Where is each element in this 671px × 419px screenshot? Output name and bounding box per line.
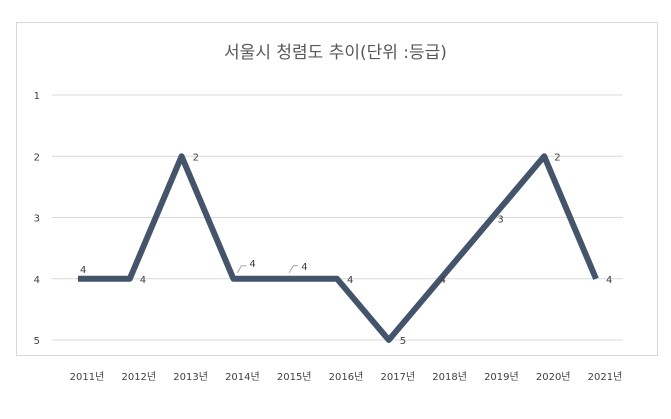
y-tick-label: 3 xyxy=(34,214,40,225)
data-label: 4 xyxy=(606,275,612,286)
data-label: 4 xyxy=(301,262,307,273)
data-point xyxy=(543,155,545,157)
x-tick-label: 2018년 xyxy=(432,371,467,383)
x-tick-label: 2016년 xyxy=(329,371,364,383)
leader-line xyxy=(236,265,247,273)
data-label: 3 xyxy=(497,215,503,226)
x-tick-label: 2011년 xyxy=(70,371,105,383)
data-label: 2 xyxy=(193,152,199,163)
data-label: 4 xyxy=(140,275,146,286)
data-label: 5 xyxy=(400,336,406,347)
x-tick-label: 2019년 xyxy=(484,371,519,383)
data-point xyxy=(232,278,234,280)
x-tick-label: 2012년 xyxy=(121,371,156,383)
x-tick-label: 2021년 xyxy=(588,371,623,383)
x-tick-label: 2017년 xyxy=(380,371,415,383)
chart-frame xyxy=(16,22,658,356)
data-label: 4 xyxy=(80,265,86,276)
series-line xyxy=(78,153,599,343)
data-point xyxy=(388,339,390,341)
x-tick-label: 2013년 xyxy=(173,371,208,383)
data-label: 4 xyxy=(347,275,353,286)
leader-line xyxy=(288,265,299,273)
chart-title: 서울시 청렴도 추이(단위 :등급) xyxy=(224,43,447,63)
y-tick-label: 4 xyxy=(34,275,40,286)
data-label: 4 xyxy=(249,259,255,270)
data-point xyxy=(491,217,493,218)
data-point xyxy=(595,278,597,280)
y-tick-label: 5 xyxy=(34,336,40,347)
y-tick-label: 2 xyxy=(34,152,40,163)
x-tick-label: 2020년 xyxy=(536,371,571,383)
x-tick-label: 2014년 xyxy=(225,371,260,383)
y-tick-label: 1 xyxy=(34,91,40,102)
x-tick-label: 2015년 xyxy=(277,371,312,383)
data-point xyxy=(129,278,131,280)
data-point xyxy=(181,155,183,157)
data-point xyxy=(440,278,442,280)
data-label: 2 xyxy=(554,152,560,163)
data-point xyxy=(77,278,79,280)
data-point xyxy=(284,278,286,280)
data-label: 4 xyxy=(440,275,446,286)
data-point xyxy=(336,278,338,280)
